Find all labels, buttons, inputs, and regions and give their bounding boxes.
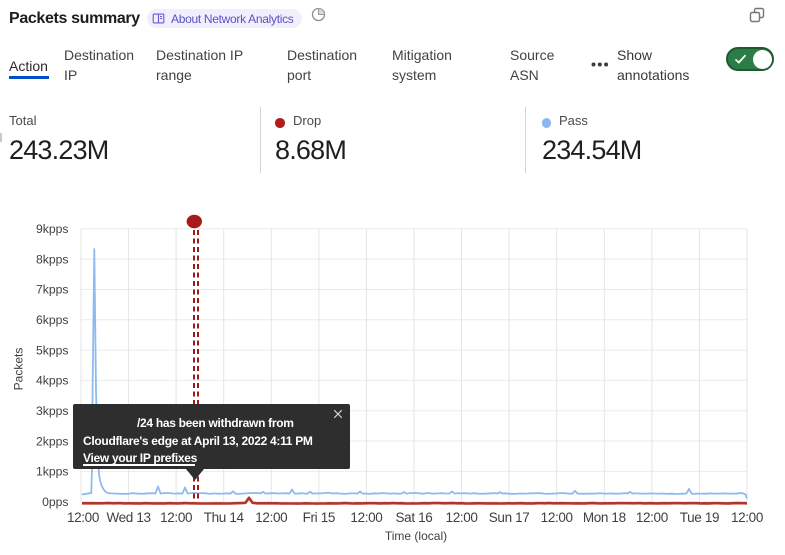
svg-text:12:00: 12:00 <box>636 510 668 525</box>
svg-text:8kpps: 8kpps <box>36 252 69 266</box>
svg-text:12:00: 12:00 <box>350 510 382 525</box>
svg-text:12:00: 12:00 <box>255 510 287 525</box>
svg-text:2kpps: 2kpps <box>36 434 69 448</box>
svg-text:Wed 13: Wed 13 <box>106 510 150 525</box>
svg-text:0pps: 0pps <box>42 495 68 509</box>
svg-text:9kpps: 9kpps <box>36 222 69 236</box>
svg-text:3kpps: 3kpps <box>36 404 69 418</box>
svg-text:12:00: 12:00 <box>731 510 763 525</box>
svg-text:Time (local): Time (local) <box>385 529 447 543</box>
svg-text:Fri 15: Fri 15 <box>303 510 335 525</box>
svg-text:Mon 18: Mon 18 <box>583 510 626 525</box>
svg-text:Packets: Packets <box>12 348 26 391</box>
svg-text:7kpps: 7kpps <box>36 283 69 297</box>
svg-text:4kpps: 4kpps <box>36 374 69 388</box>
svg-text:12:00: 12:00 <box>541 510 573 525</box>
svg-text:12:00: 12:00 <box>446 510 478 525</box>
svg-text:Thu 14: Thu 14 <box>204 510 245 525</box>
svg-text:12:00: 12:00 <box>160 510 192 525</box>
svg-text:Sat 16: Sat 16 <box>396 510 433 525</box>
svg-text:5kpps: 5kpps <box>36 343 69 357</box>
svg-text:12:00: 12:00 <box>67 510 99 525</box>
svg-text:Tue 19: Tue 19 <box>680 510 719 525</box>
svg-text:Sun 17: Sun 17 <box>489 510 530 525</box>
svg-text:1kpps: 1kpps <box>36 465 69 479</box>
svg-text:6kpps: 6kpps <box>36 313 69 327</box>
